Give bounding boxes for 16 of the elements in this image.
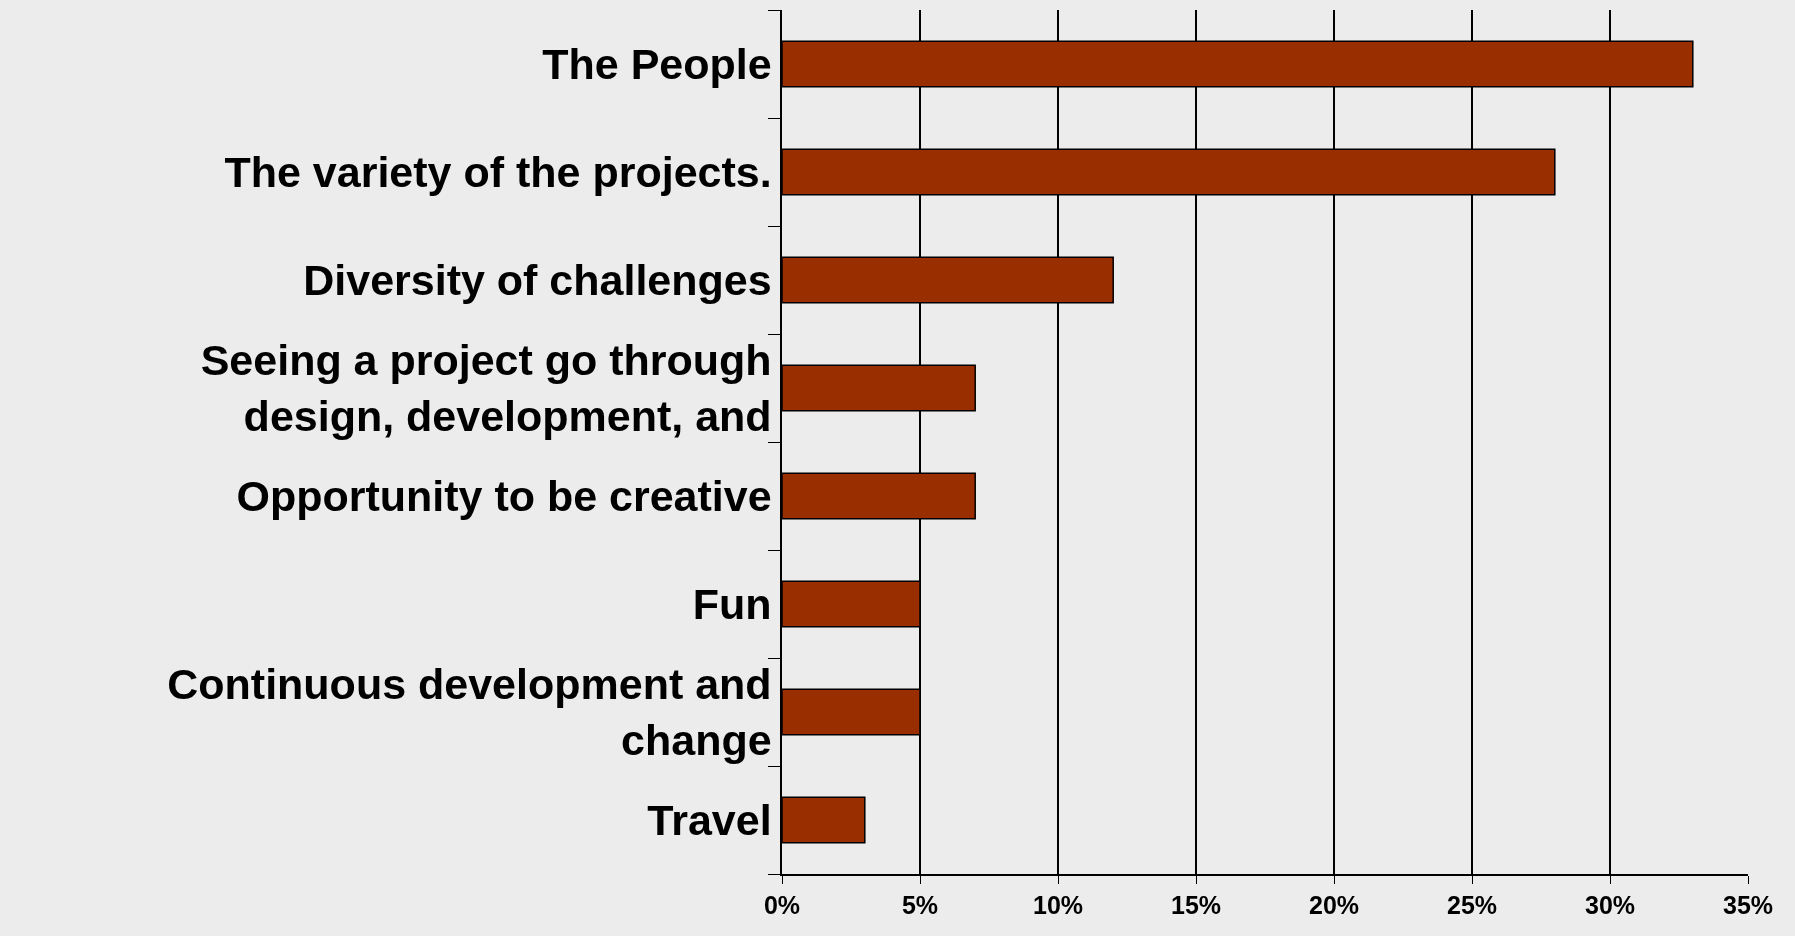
y-tick-label: Fun xyxy=(692,580,772,629)
y-tick-label: Continuous development and change xyxy=(167,660,772,764)
y-tick-label: Seeing a project go through design, development, and xyxy=(200,336,772,440)
y-tick-label: Opportunity to be creative xyxy=(236,472,772,521)
x-tick-label: 0% xyxy=(763,890,801,919)
y-tick-label: The variety of the projects. xyxy=(224,148,772,197)
x-tick-label: 25% xyxy=(1446,890,1498,919)
x-tick-label: 15% xyxy=(1170,890,1222,919)
x-tick-label: 30% xyxy=(1584,890,1636,919)
x-tick-label: 20% xyxy=(1308,890,1360,919)
x-tick-label: 10% xyxy=(1032,890,1084,919)
x-tick-label: 5% xyxy=(901,890,939,919)
y-tick-label: Travel xyxy=(647,796,772,845)
x-tick-label: 35% xyxy=(1722,890,1774,919)
y-tick-label: The People xyxy=(542,40,772,89)
y-tick-label: Diversity of challenges xyxy=(303,256,772,305)
